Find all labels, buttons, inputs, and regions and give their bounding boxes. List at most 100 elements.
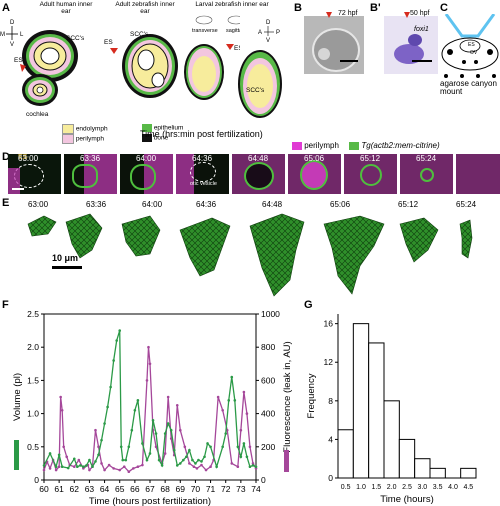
f-point-volume <box>145 458 149 462</box>
f-point-volume <box>194 462 197 465</box>
f-point-fluorescence <box>154 445 158 449</box>
f-point-volume <box>57 453 61 457</box>
cochlea-label: cochlea <box>26 111 49 118</box>
f-y2tick-label: 800 <box>261 342 275 352</box>
f-xtick-label: 67 <box>145 484 155 494</box>
f-point-fluorescence <box>178 428 182 432</box>
f-point-fluorescence <box>57 465 61 469</box>
g-ytick-label: 12 <box>324 357 334 367</box>
panel-c-ov: OV <box>470 50 478 56</box>
panel-d-legend: perilymph Tg(actb2:mem-citrine) <box>292 142 440 150</box>
f-point-fluorescence <box>72 465 76 469</box>
f-ytick-label: 1.0 <box>27 409 39 419</box>
f-point-fluorescence <box>209 465 212 469</box>
f-xtick-label: 62 <box>70 484 80 494</box>
f-xtick-label: 72 <box>221 484 231 494</box>
g-bar <box>383 400 400 479</box>
f-xtick-label: 66 <box>130 484 140 494</box>
f-point-volume <box>148 452 152 455</box>
f-point-volume <box>97 453 100 457</box>
e-time-4: 64:36 <box>196 200 217 209</box>
f-ytick-label: 2.5 <box>27 310 39 319</box>
f-point-fluorescence <box>188 462 191 465</box>
f-point-fluorescence <box>251 462 255 465</box>
scc-label-2: SCC's <box>130 31 149 38</box>
f-point-volume <box>221 445 224 449</box>
panel-d-frame-1: ES <box>8 154 61 194</box>
swatch-epithelium <box>142 124 152 132</box>
f-point-volume <box>103 422 106 425</box>
f-point-fluorescence <box>141 463 144 467</box>
f-point-volume <box>124 458 128 462</box>
panel-e-meshes <box>27 213 473 297</box>
e-time-1: 63:00 <box>28 200 49 209</box>
f-point-volume <box>121 458 125 462</box>
panel-d-frame-3 <box>120 154 173 194</box>
mesh-5 <box>249 213 305 297</box>
f-point-fluorescence <box>54 468 58 472</box>
f-point-fluorescence <box>100 462 103 465</box>
f-xtick-label: 63 <box>85 484 95 494</box>
g-ytick-label: 4 <box>328 434 333 444</box>
d-time-7: 65:12 <box>360 154 381 163</box>
f-ytick-label: 2.0 <box>27 342 39 352</box>
g-ytick-label: 16 <box>324 319 334 329</box>
f-xlabel: Time (hours post fertilization) <box>89 496 211 506</box>
g-xtick-label: 3.0 <box>417 484 427 491</box>
g-xtick-label: 1.5 <box>371 484 381 491</box>
zebrafish-inner-ear-drawing <box>122 34 178 98</box>
f-point-fluorescence <box>175 404 179 407</box>
panel-d-title: Time (hrs:min post fertilization) <box>140 129 263 139</box>
g-xtick-label: 3.5 <box>433 484 443 491</box>
panel-bp-letter: B' <box>370 2 381 14</box>
f-point-fluorescence <box>112 467 115 470</box>
panel-e-letter: E <box>2 197 10 209</box>
dv-v: V <box>10 42 14 48</box>
f-point-volume <box>230 375 234 379</box>
f-point-volume <box>115 339 118 342</box>
panel-a-title-zebrafish: Adult zebrafish inner ear <box>115 1 175 15</box>
f-point-volume <box>42 464 46 467</box>
f-y2label-swatch <box>284 450 289 472</box>
f-point-fluorescence <box>242 390 246 394</box>
legend-bone: bone <box>153 134 169 142</box>
f-ytick-label: 0 <box>34 475 39 485</box>
f-ylabel-swatch <box>14 440 19 470</box>
f-point-fluorescence <box>60 408 64 412</box>
d-time-4: 64:36 <box>192 154 213 163</box>
legend-d-perilymph: perilymph <box>304 141 339 151</box>
f-point-fluorescence <box>147 345 150 349</box>
f-point-fluorescence <box>103 468 106 472</box>
f-point-volume <box>203 455 206 459</box>
panel-e-scalebar <box>52 266 82 269</box>
g-bar <box>337 429 354 479</box>
mesh-8 <box>459 219 473 259</box>
f-point-fluorescence <box>97 445 100 449</box>
f-point-volume <box>119 445 123 449</box>
f-y2tick-label: 1000 <box>261 310 280 319</box>
f-point-fluorescence <box>88 468 91 472</box>
d-time-1: 63:00 <box>18 154 39 163</box>
d-time-6: 65:06 <box>304 154 325 163</box>
g-bar <box>398 438 416 479</box>
f-point-volume <box>54 465 58 469</box>
g-bar <box>414 458 431 479</box>
g-xtick-label: 2.5 <box>402 484 412 491</box>
larval-fish-icon <box>195 15 240 25</box>
d-time-8: 65:24 <box>416 154 437 163</box>
dv-axis-icon <box>6 26 18 40</box>
panel-f-chart: 60 61 62 63 64 65 66 67 68 69 70 71 72 73 7400.51.01.5… <box>12 310 293 506</box>
panel-d-letter: D <box>2 151 10 163</box>
panel-c-es: ES <box>468 42 475 48</box>
f-point-volume <box>157 458 161 462</box>
f-point-volume <box>200 460 203 463</box>
f-point-volume <box>112 359 115 362</box>
f-point-fluorescence <box>48 467 52 470</box>
panel-d-frame-6 <box>288 154 341 194</box>
scc-label-1: SCC's <box>66 35 85 42</box>
f-point-fluorescence <box>122 465 126 469</box>
g-xtick-label: 0.5 <box>341 484 351 491</box>
f-point-fluorescence <box>59 395 62 399</box>
f-point-volume <box>182 458 185 462</box>
f-xtick-label: 70 <box>191 484 201 494</box>
